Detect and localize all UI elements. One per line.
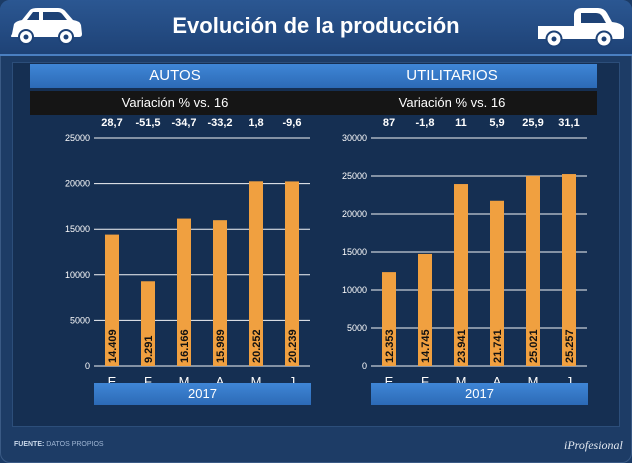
y-tick-label: 15000 <box>65 224 90 234</box>
car-icon <box>11 8 82 45</box>
bar-value-label: 15.989 <box>215 329 227 363</box>
bar <box>177 218 191 366</box>
bar-value-label: 20.252 <box>251 329 263 363</box>
x-axis-year: 2017 <box>94 383 311 405</box>
x-tick-label: E <box>108 374 117 389</box>
utilitarios-bar-chart: 0 5000 10000 15000 20000 25000 30000 12.353 E 87 1… <box>342 117 587 389</box>
bar <box>141 281 155 366</box>
header-banner: Evolución de la producción <box>0 0 632 56</box>
bar <box>285 181 299 366</box>
variation-label: -34,7 <box>171 117 196 129</box>
chart-title: UTILITARIOS <box>307 64 597 88</box>
variation-label: 1,8 <box>248 117 263 129</box>
bar-value-label: 25.021 <box>528 329 540 363</box>
bar <box>213 220 227 366</box>
bar-value-label: 12.353 <box>384 329 396 363</box>
x-tick-label: F <box>144 374 152 389</box>
y-tick-label: 25000 <box>342 171 367 181</box>
bar-value-label: 20.239 <box>287 329 299 363</box>
x-tick-label: M <box>528 374 539 389</box>
bar <box>454 184 468 366</box>
footer-source: FUENTE: DATOS PROPIOS <box>14 441 104 448</box>
y-tick-label: 15000 <box>342 247 367 257</box>
variation-label: 25,9 <box>522 117 543 129</box>
bar-value-label: 16.166 <box>179 329 191 363</box>
variation-label: -9,6 <box>283 117 302 129</box>
bar-value-label: 9.291 <box>143 335 155 363</box>
y-tick-label: 10000 <box>65 270 90 280</box>
bar <box>418 253 432 366</box>
y-tick-label: 0 <box>85 361 90 371</box>
autos-bar-chart: 0 5000 10000 15000 20000 25000 14.409 E 28,7 9.29… <box>65 117 310 389</box>
bar <box>249 181 263 366</box>
bar-value-label: 14.409 <box>107 329 119 363</box>
bar <box>382 272 396 366</box>
x-tick-label: J <box>289 374 296 389</box>
chart-title: AUTOS <box>30 64 320 88</box>
chart-subtitle: Variación % vs. 16 <box>307 91 597 115</box>
bar <box>490 200 504 366</box>
y-tick-label: 5000 <box>70 315 90 325</box>
y-tick-label: 10000 <box>342 285 367 295</box>
variation-label: 11 <box>455 117 467 129</box>
bar-value-label: 25.257 <box>564 329 576 363</box>
page-title: Evolución de la producción <box>172 13 460 38</box>
y-tick-label: 25000 <box>65 133 90 143</box>
source-label: FUENTE: <box>14 441 45 448</box>
bar-value-label: 21.741 <box>492 329 504 363</box>
x-tick-label: F <box>421 374 429 389</box>
chart-subtitle: Variación % vs. 16 <box>30 91 320 115</box>
bar-value-label: 23.941 <box>456 329 468 363</box>
x-tick-label: M <box>456 374 467 389</box>
x-tick-label: A <box>493 374 502 389</box>
x-tick-label: A <box>216 374 225 389</box>
brand-logo: iProfesional <box>564 438 623 452</box>
utilitarios-chart-block: UTILITARIOS Variación % vs. 16 0 5000 1000… <box>307 64 597 412</box>
y-tick-label: 0 <box>362 361 367 371</box>
pickup-truck-icon <box>538 8 624 48</box>
x-tick-label: M <box>251 374 262 389</box>
y-tick-label: 30000 <box>342 133 367 143</box>
y-tick-label: 5000 <box>347 323 367 333</box>
variation-label: 28,7 <box>101 117 122 129</box>
x-tick-label: J <box>566 374 573 389</box>
variation-label: 31,1 <box>558 117 579 129</box>
x-axis-year: 2017 <box>371 383 588 405</box>
variation-label: 5,9 <box>489 117 504 129</box>
bar <box>105 234 119 366</box>
bar <box>562 174 576 366</box>
variation-label: -1,8 <box>416 117 435 129</box>
x-tick-label: E <box>385 374 394 389</box>
variation-label: 87 <box>383 117 395 129</box>
x-tick-label: M <box>179 374 190 389</box>
y-tick-label: 20000 <box>65 179 90 189</box>
bar-value-label: 14.745 <box>420 329 432 363</box>
source-text: DATOS PROPIOS <box>46 441 104 448</box>
bar <box>526 175 540 366</box>
autos-chart-block: AUTOS Variación % vs. 16 0 5000 10000 15000… <box>30 64 320 412</box>
variation-label: -51,5 <box>135 117 160 129</box>
variation-label: -33,2 <box>207 117 232 129</box>
y-tick-label: 20000 <box>342 209 367 219</box>
